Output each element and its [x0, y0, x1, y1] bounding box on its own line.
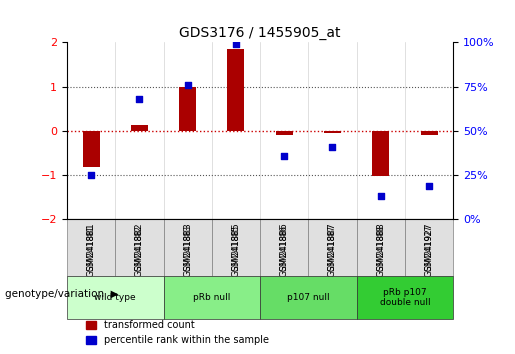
- Point: [280, 153, 288, 159]
- FancyBboxPatch shape: [163, 219, 212, 276]
- Title: GDS3176 / 1455905_at: GDS3176 / 1455905_at: [179, 26, 341, 40]
- Text: GSM241881: GSM241881: [87, 222, 96, 277]
- Text: wild type: wild type: [94, 293, 136, 302]
- Point: [329, 144, 337, 150]
- Bar: [372, 131, 389, 176]
- Point: [425, 183, 433, 189]
- Bar: [276, 131, 293, 135]
- Bar: [179, 87, 196, 131]
- Text: GSM241888: GSM241888: [376, 222, 385, 277]
- Text: GSM241927: GSM241927: [424, 225, 434, 271]
- Text: GSM241885: GSM241885: [231, 222, 241, 277]
- FancyBboxPatch shape: [405, 219, 453, 276]
- Legend: transformed count, percentile rank within the sample: transformed count, percentile rank withi…: [82, 316, 272, 349]
- Text: GSM241883: GSM241883: [183, 222, 192, 277]
- FancyBboxPatch shape: [115, 219, 163, 276]
- Text: pRb p107
double null: pRb p107 double null: [380, 288, 430, 307]
- Text: genotype/variation  ▶: genotype/variation ▶: [5, 289, 119, 299]
- Point: [183, 82, 192, 88]
- Text: p107 null: p107 null: [287, 293, 330, 302]
- Text: GSM241887: GSM241887: [328, 222, 337, 277]
- Text: GSM241887: GSM241887: [328, 225, 337, 271]
- FancyBboxPatch shape: [67, 276, 163, 319]
- Text: GSM241881: GSM241881: [87, 225, 96, 271]
- FancyBboxPatch shape: [308, 219, 356, 276]
- Bar: [421, 131, 438, 135]
- FancyBboxPatch shape: [260, 219, 308, 276]
- FancyBboxPatch shape: [163, 276, 260, 319]
- Point: [135, 96, 144, 102]
- FancyBboxPatch shape: [260, 276, 356, 319]
- Text: GSM241927: GSM241927: [424, 222, 434, 277]
- Text: GSM241886: GSM241886: [280, 225, 289, 271]
- Bar: [324, 131, 341, 133]
- Bar: [131, 125, 148, 131]
- Text: GSM241882: GSM241882: [135, 225, 144, 271]
- Point: [87, 172, 95, 178]
- Point: [232, 41, 240, 47]
- Bar: [82, 131, 99, 167]
- Text: GSM241883: GSM241883: [183, 225, 192, 271]
- Text: GSM241882: GSM241882: [135, 222, 144, 277]
- Text: GSM241885: GSM241885: [231, 225, 241, 271]
- FancyBboxPatch shape: [356, 219, 405, 276]
- Text: GSM241888: GSM241888: [376, 225, 385, 271]
- Text: pRb null: pRb null: [193, 293, 231, 302]
- FancyBboxPatch shape: [212, 219, 260, 276]
- FancyBboxPatch shape: [67, 219, 115, 276]
- Point: [376, 194, 385, 199]
- Text: GSM241886: GSM241886: [280, 222, 289, 277]
- Bar: [228, 49, 245, 131]
- FancyBboxPatch shape: [356, 276, 453, 319]
